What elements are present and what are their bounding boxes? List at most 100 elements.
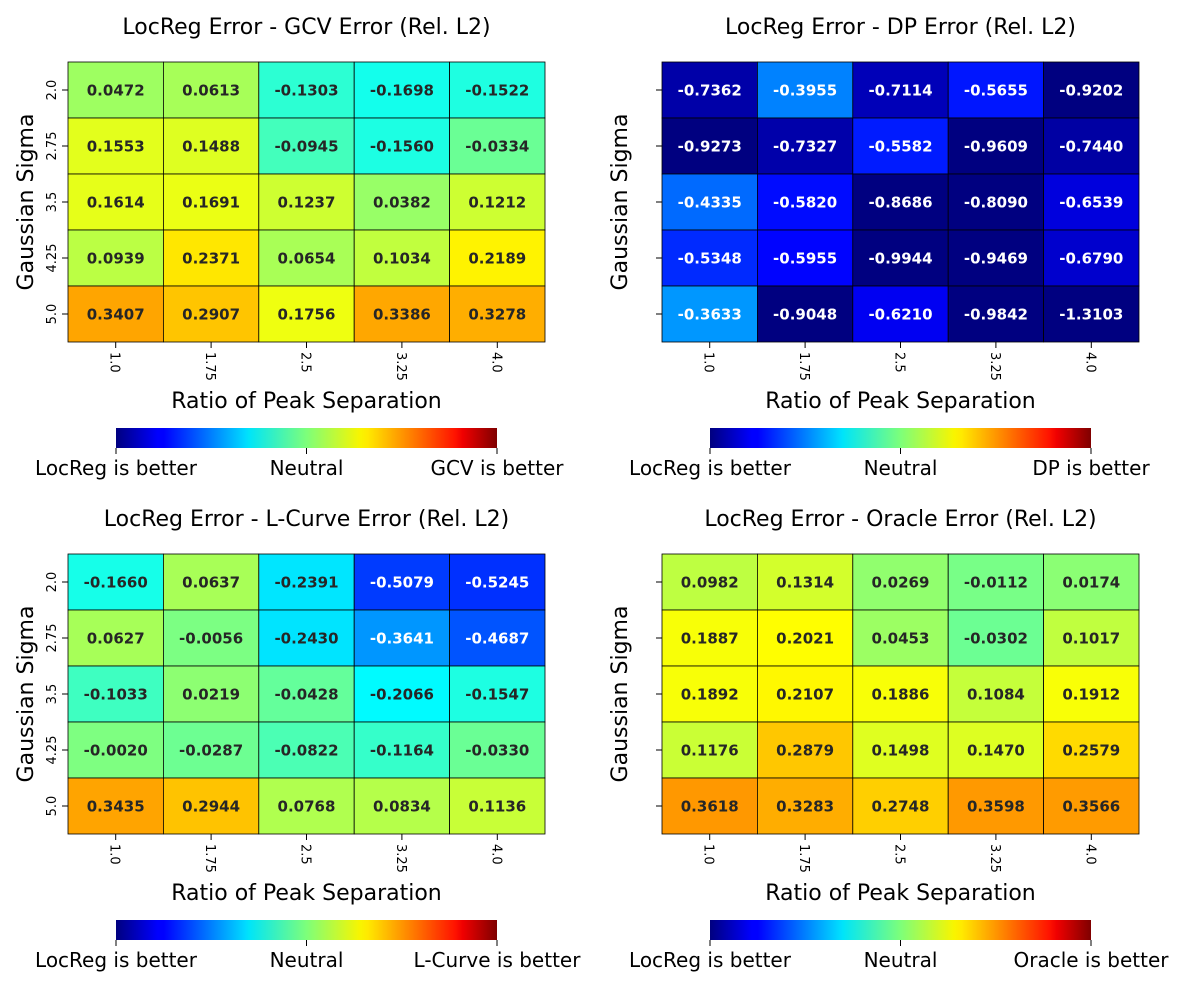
y-tick-label: 5.0 [45, 304, 60, 325]
heatmap-cell [1043, 609, 1140, 667]
x-tick-label: 2.5 [892, 352, 907, 373]
heatmap-cell [67, 665, 164, 723]
heatmap-cell [852, 229, 949, 287]
cell-value-label: -0.5582 [868, 138, 932, 156]
heatmap-panel-2: LocReg Error - DP Error (Rel. L2) -0.7362… [608, 15, 1150, 480]
cell-value-label: -0.9609 [964, 138, 1028, 156]
heatmap-cell [1043, 665, 1140, 723]
heatmap-cell [162, 61, 260, 119]
heatmap-cell [258, 229, 355, 287]
heatmap-cell [258, 173, 355, 231]
cell-value-label: 0.1887 [681, 630, 739, 648]
x-tick-label: 4.0 [488, 844, 503, 865]
colorbar [116, 428, 497, 448]
cell-value-label: 0.3566 [1062, 798, 1120, 816]
cell-value-label: -0.3641 [370, 630, 434, 648]
cell-value-label: 0.1498 [872, 742, 930, 760]
cell-value-label: -0.2430 [274, 630, 338, 648]
x-tick-label: 1.75 [796, 352, 811, 381]
cell-value-label: -0.7362 [678, 82, 742, 100]
heatmap-cell [1043, 173, 1140, 231]
x-tick-label: 2.5 [298, 844, 313, 865]
cell-value-label: 0.3435 [87, 798, 145, 816]
cell-value-label: 0.1017 [1062, 630, 1120, 648]
colorbar [710, 428, 1091, 448]
cell-value-label: -0.6210 [868, 306, 932, 324]
heatmap-cell [162, 229, 260, 287]
heatmap-cell [1043, 229, 1140, 287]
cell-value-label: 0.1886 [872, 686, 930, 704]
heatmap-cell [67, 61, 164, 119]
heatmap-cell [162, 173, 260, 231]
heatmap-panel-4: LocReg Error - Oracle Error (Rel. L2) 0.0… [608, 507, 1169, 972]
heatmap-cell [757, 553, 854, 611]
heatmap-cell [449, 61, 546, 119]
heatmap-cell [258, 553, 355, 611]
cell-value-label: -0.1033 [84, 686, 148, 704]
heatmap-cell [258, 665, 355, 723]
heatmap-cell [162, 285, 260, 343]
heatmap-cell [258, 609, 355, 667]
heatmap-cell [449, 609, 546, 667]
cell-value-label: 0.0982 [681, 574, 739, 592]
heatmap-cell [449, 285, 546, 343]
heatmap-cell [67, 721, 164, 779]
cell-value-label: 0.2907 [182, 306, 240, 324]
x-tick-label: 4.0 [488, 352, 503, 373]
cell-value-label: -0.5955 [773, 250, 837, 268]
colorbar-label: Neutral [864, 948, 938, 972]
heatmap-cell [661, 173, 758, 231]
cell-value-label: -0.5245 [465, 574, 529, 592]
cell-value-label: -0.6790 [1059, 250, 1123, 268]
heatmap-cell [947, 777, 1045, 835]
cell-value-label: -0.9944 [868, 250, 932, 268]
heatmap-cell [947, 721, 1045, 779]
cell-value-label: -0.1698 [370, 82, 434, 100]
cell-value-label: 0.2021 [776, 630, 834, 648]
cell-value-label: 0.3598 [967, 798, 1025, 816]
cell-value-label: -0.0428 [274, 686, 338, 704]
y-tick-label: 4.25 [45, 244, 60, 273]
heatmap-cell [661, 721, 758, 779]
cell-value-label: 0.1553 [87, 138, 145, 156]
heatmap-cell [661, 61, 758, 119]
heatmap-cell [162, 721, 260, 779]
heatmap-cell [947, 553, 1045, 611]
colorbar-label: LocReg is better [35, 456, 198, 480]
heatmap-cell [947, 665, 1045, 723]
cell-value-label: -0.0945 [274, 138, 338, 156]
colorbar-label: DP is better [1032, 456, 1150, 480]
x-axis-label: Ratio of Peak Separation [765, 389, 1036, 414]
cell-value-label: -0.6539 [1059, 194, 1123, 212]
heatmap-cell [757, 117, 854, 175]
chart-title: LocReg Error - Oracle Error (Rel. L2) [704, 507, 1096, 532]
heatmap-cell [353, 721, 451, 779]
heatmap-cell [852, 665, 949, 723]
chart-title: LocReg Error - GCV Error (Rel. L2) [122, 15, 490, 40]
x-tick-label: 3.25 [393, 844, 408, 873]
cell-value-label: -0.0330 [465, 742, 529, 760]
heatmap-cell [258, 117, 355, 175]
heatmap-cell [852, 777, 949, 835]
cell-value-label: 0.1614 [87, 194, 145, 212]
heatmap-cell [661, 285, 758, 343]
cell-value-label: -0.7440 [1059, 138, 1123, 156]
x-tick-label: 1.0 [701, 352, 716, 373]
cell-value-label: 0.0382 [373, 194, 431, 212]
cell-value-label: -0.1303 [274, 82, 338, 100]
heatmap-cell [162, 777, 260, 835]
x-axis-label: Ratio of Peak Separation [171, 389, 442, 414]
colorbar-label: Neutral [864, 456, 938, 480]
heatmap-cell [67, 117, 164, 175]
x-tick-label: 1.75 [202, 352, 217, 381]
x-tick-label: 1.0 [701, 844, 716, 865]
heatmap-cell [162, 665, 260, 723]
heatmap-cell [947, 117, 1045, 175]
x-tick-label: 3.25 [393, 352, 408, 381]
y-tick-label: 2.75 [45, 624, 60, 653]
heatmap-cell [353, 229, 451, 287]
cell-value-label: -0.0334 [465, 138, 529, 156]
heatmap-cell [1043, 61, 1140, 119]
x-axis-label: Ratio of Peak Separation [765, 881, 1036, 906]
x-tick-label: 1.0 [107, 844, 122, 865]
